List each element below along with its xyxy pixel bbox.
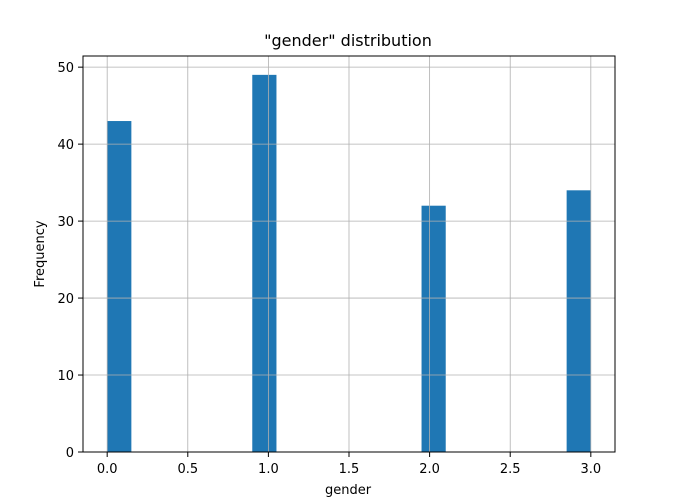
x-axis-ticks: 0.0 0.5 1.0 1.5 2.0 2.5 3.0 <box>97 452 601 477</box>
y-tick-label-3: 30 <box>57 215 74 230</box>
x-tick-label-5: 2.5 <box>500 462 521 477</box>
y-tick-label-1: 10 <box>57 369 74 384</box>
chart-title: "gender" distribution <box>264 31 432 50</box>
y-tick-label-5: 50 <box>57 61 74 76</box>
y-tick-label-2: 20 <box>57 292 74 307</box>
x-tick-label-0: 0.0 <box>97 462 118 477</box>
bar-1 <box>252 74 277 452</box>
x-tick-label-3: 1.5 <box>339 462 360 477</box>
y-axis-ticks: 0 10 20 30 40 50 <box>57 61 83 461</box>
x-tick-label-2: 1.0 <box>258 462 279 477</box>
x-tick-label-4: 2.0 <box>419 462 440 477</box>
bar-0 <box>107 121 132 452</box>
y-tick-label-4: 40 <box>57 138 74 153</box>
y-tick-label-0: 0 <box>66 446 74 461</box>
x-tick-label-1: 0.5 <box>177 462 198 477</box>
bars <box>107 74 591 453</box>
bar-2 <box>421 205 446 452</box>
bar-3 <box>566 190 591 453</box>
x-axis-label: gender <box>325 483 372 498</box>
y-axis-label: Frequency <box>33 220 48 287</box>
x-tick-label-6: 3.0 <box>580 462 601 477</box>
grid-lines <box>83 56 615 453</box>
